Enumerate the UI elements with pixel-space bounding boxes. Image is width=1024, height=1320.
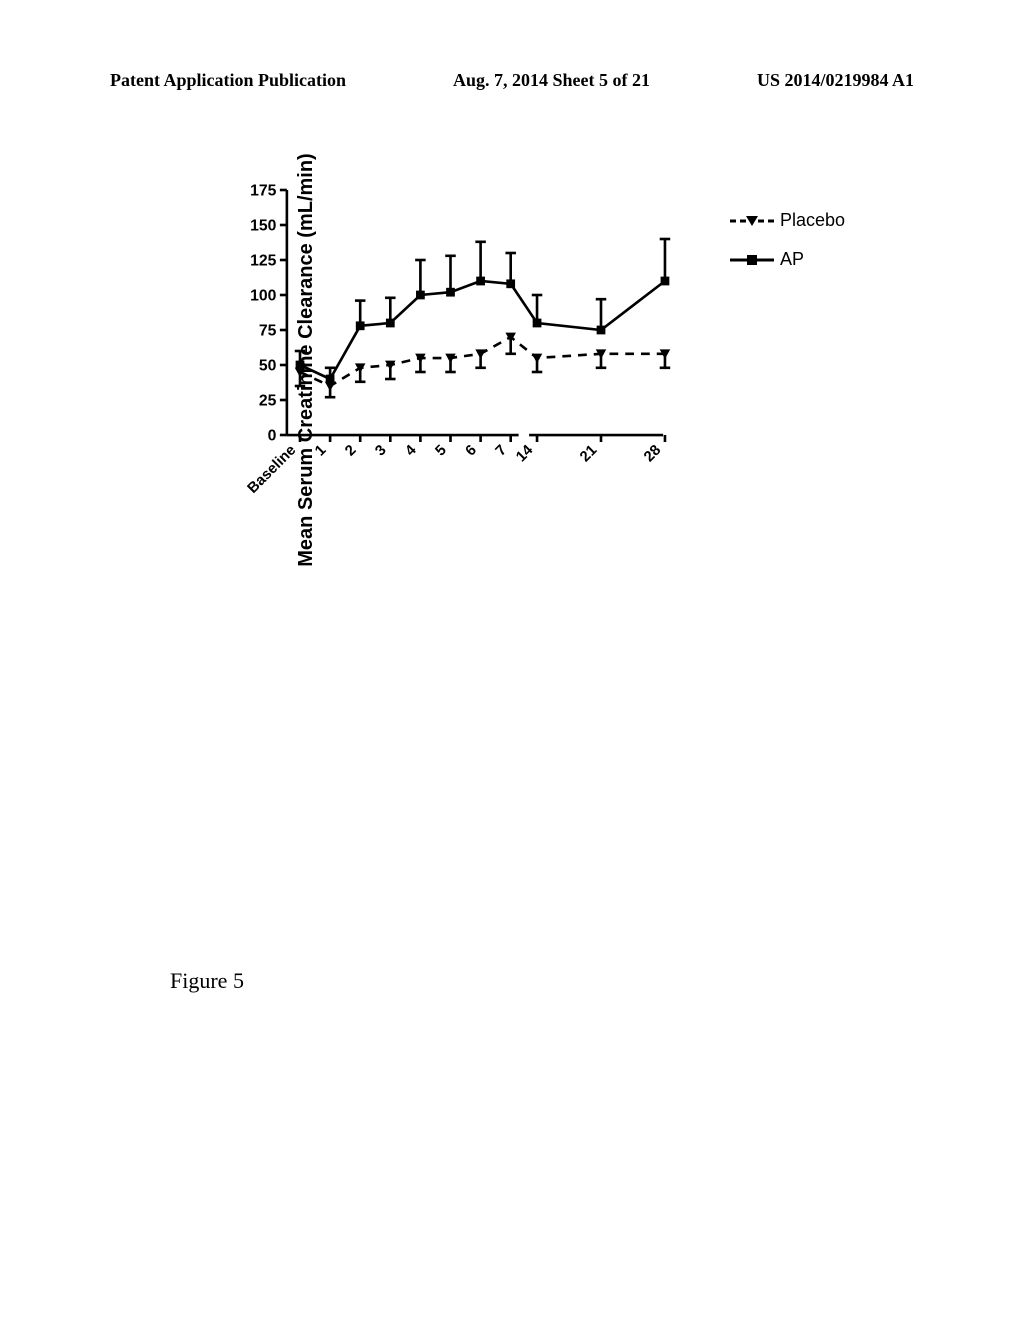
page-header: Patent Application Publication Aug. 7, 2… — [0, 70, 1024, 91]
y-tick-label: 175 — [250, 182, 277, 199]
marker-ap — [661, 277, 670, 286]
x-tick-label: 3 — [372, 442, 389, 459]
y-tick-label: 125 — [250, 252, 277, 269]
chart-container: Mean Serum Creatinine Clearance (mL/min)… — [130, 160, 890, 560]
series-line-placebo — [300, 337, 665, 386]
x-tick-label: Baseline — [245, 442, 300, 497]
x-tick-label: 6 — [463, 442, 480, 459]
legend-label-ap: AP — [780, 249, 804, 270]
marker-ap — [386, 319, 395, 328]
y-tick-label: 50 — [259, 357, 277, 374]
marker-ap — [506, 279, 515, 288]
x-tick-label: 1 — [312, 442, 329, 459]
marker-ap — [476, 277, 485, 286]
marker-ap — [296, 361, 305, 370]
y-tick-label: 150 — [250, 217, 277, 234]
marker-placebo — [532, 354, 543, 364]
y-tick-label: 25 — [259, 392, 277, 409]
x-tick-label: 7 — [493, 442, 510, 459]
legend-label-placebo: Placebo — [780, 210, 845, 231]
marker-ap — [416, 291, 425, 300]
header-right: US 2014/0219984 A1 — [757, 70, 914, 91]
marker-ap — [597, 326, 606, 335]
header-left: Patent Application Publication — [110, 70, 346, 91]
y-tick-label: 100 — [250, 287, 277, 304]
marker-placebo — [505, 333, 515, 343]
series-line-ap — [300, 281, 665, 379]
figure-caption: Figure 5 — [170, 968, 244, 994]
x-tick-label: 21 — [577, 442, 600, 465]
legend-marker-ap — [730, 250, 774, 270]
marker-ap — [533, 319, 542, 328]
x-tick-label: 5 — [433, 442, 450, 459]
header-center: Aug. 7, 2014 Sheet 5 of 21 — [453, 70, 650, 91]
legend-item-ap: AP — [730, 249, 845, 270]
legend: Placebo AP — [730, 210, 845, 288]
y-tick-label: 0 — [268, 427, 277, 444]
y-tick-label: 75 — [259, 322, 277, 339]
legend-marker-placebo — [730, 211, 774, 231]
plot-area: 0255075100125150175Baseline1234567142128 — [250, 190, 700, 470]
marker-placebo — [355, 363, 366, 373]
x-tick-label: 14 — [513, 442, 537, 466]
x-tick-label: 4 — [403, 442, 421, 460]
marker-placebo — [475, 349, 486, 359]
marker-ap — [356, 321, 365, 330]
x-tick-label: 2 — [342, 442, 359, 459]
marker-ap — [326, 375, 335, 384]
marker-ap — [446, 288, 455, 297]
legend-item-placebo: Placebo — [730, 210, 845, 231]
x-tick-label: 28 — [641, 442, 664, 465]
